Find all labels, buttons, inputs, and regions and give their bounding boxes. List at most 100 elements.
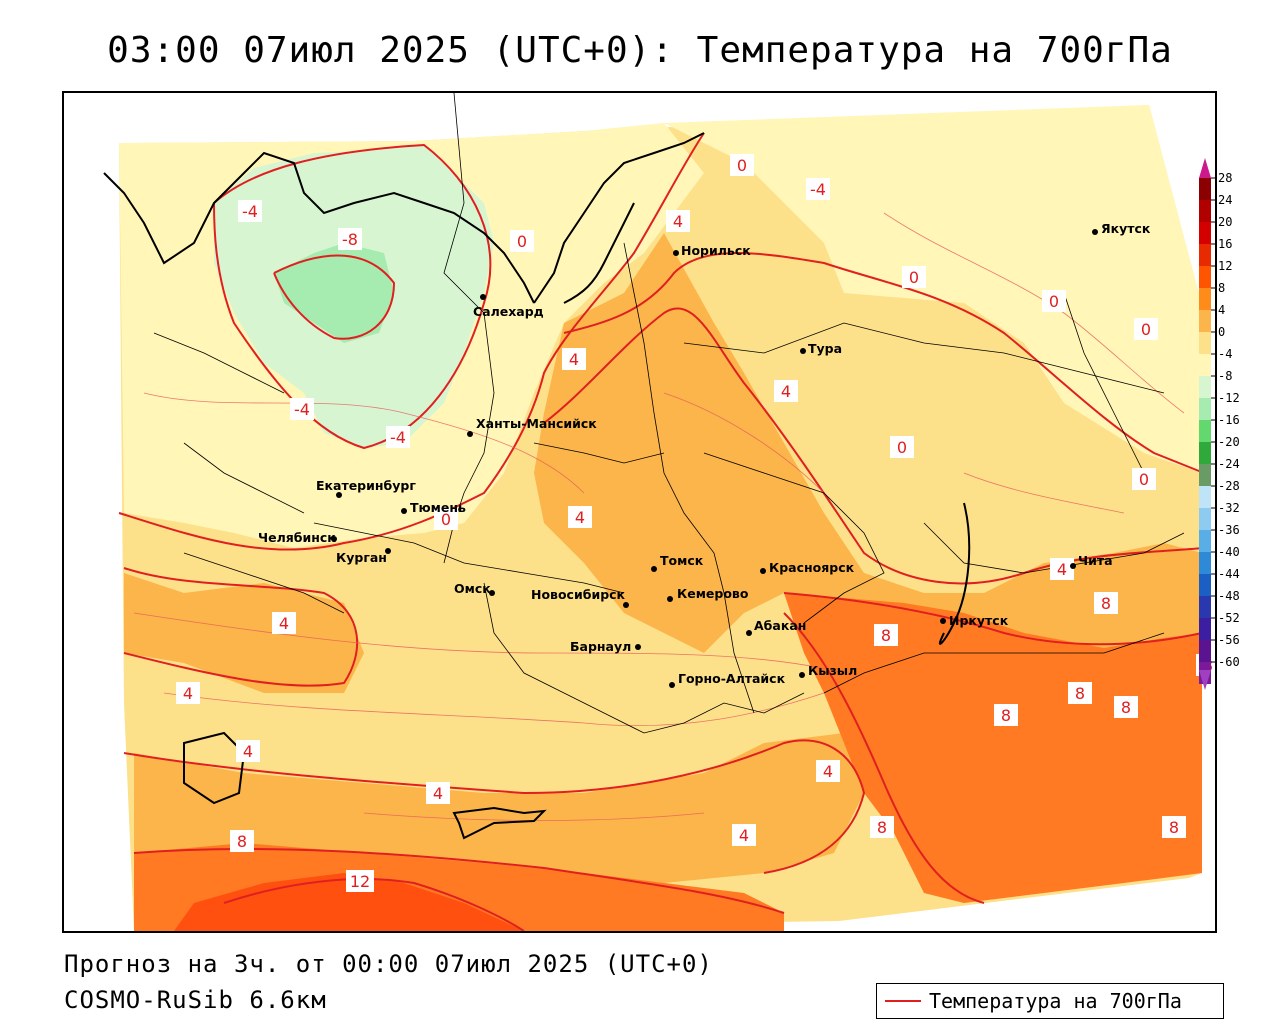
city-label: Екатеринбург: [316, 478, 416, 493]
city-label: Абакан: [754, 618, 806, 633]
colorbar-tick-label: -48: [1218, 589, 1240, 603]
contour-label: 8: [1094, 592, 1118, 614]
contour-label: 8: [230, 830, 254, 852]
contour-label: 8: [870, 816, 894, 838]
contour-label-text: 0: [517, 232, 527, 251]
city-label: Тюмень: [410, 500, 466, 515]
colorbar-tick-label: -32: [1218, 501, 1240, 515]
colorbar-swatch: [1199, 640, 1211, 662]
colorbar-swatch: [1199, 530, 1211, 552]
contour-label-text: 0: [897, 438, 907, 457]
colorbar-swatch: [1199, 310, 1211, 332]
contour-label: 0: [434, 508, 458, 530]
colorbar-tick-label: -52: [1218, 611, 1240, 625]
contour-label: 4: [176, 682, 200, 704]
contour-label-text: 8: [1121, 698, 1131, 717]
city-label: Ханты-Мансийск: [476, 416, 597, 431]
city-marker: Красноярск: [760, 560, 855, 575]
contour-label-text: 4: [1057, 560, 1067, 579]
colorbar-tick-label: -28: [1218, 479, 1240, 493]
map-area[interactable]: -4 -8 -4 -4 -4 0 0 0 0 0 0 0 0 4 4 4 4 4…: [62, 91, 1217, 933]
city-marker: Иркутск: [940, 613, 1009, 628]
contour-label: 0: [1042, 290, 1066, 312]
coastline: [103, 132, 971, 840]
colorbar-tick-label: -12: [1218, 391, 1240, 405]
contour-label: 4: [568, 506, 592, 528]
colorbar-swatch: [1199, 178, 1211, 200]
city-marker: Кемерово: [667, 586, 749, 602]
contour-label-text: 4: [781, 382, 791, 401]
city-marker: Чита: [1070, 553, 1113, 569]
city-marker: Ханты-Мансийск: [467, 416, 597, 437]
colorbar-tick-label: -24: [1218, 457, 1240, 471]
colorbar-swatch: [1199, 332, 1211, 354]
contour-label: -8: [338, 228, 362, 250]
contour-label-text: -8: [342, 230, 358, 249]
city-marker: Салехард: [473, 294, 544, 319]
city-label: Тура: [808, 341, 842, 356]
city-label: Томск: [660, 553, 704, 568]
colorbar-tick-label: 28: [1218, 171, 1232, 185]
contour-label: 0: [1132, 468, 1156, 490]
contour-label: 0: [510, 230, 534, 252]
contour-label-text: 8: [1169, 818, 1179, 837]
contour-label-text: -4: [294, 400, 310, 419]
contour-label-text: 4: [279, 614, 289, 633]
contour-label: 12: [346, 870, 374, 892]
colorbar-tick-label: -8: [1218, 369, 1232, 383]
city-label: Салехард: [473, 304, 544, 319]
colorbar-swatch: [1199, 354, 1211, 376]
city-marker: Абакан: [746, 618, 806, 636]
colorbar-swatch: [1199, 376, 1211, 398]
colorbar-swatch: [1199, 266, 1211, 288]
contour-label: 8: [994, 704, 1018, 726]
city-marker: Барнаул: [570, 639, 641, 654]
contour-label: 0: [730, 154, 754, 176]
colorbar-swatch: [1199, 464, 1211, 486]
contour-label-text: 4: [823, 762, 833, 781]
contour-label: 8: [1162, 816, 1186, 838]
contour-label-text: 12: [350, 872, 370, 891]
map-legend: Температура на 700гПа: [876, 983, 1224, 1019]
city-label: Омск: [454, 581, 491, 596]
colorbar: 28 24 20 16 12 8 4 0 -4 -8 -12 -16 -20 -24 -28 -32 -36 -4…: [1199, 158, 1279, 690]
city-marker: Тура: [800, 341, 842, 356]
contour-label: 0: [890, 436, 914, 458]
colorbar-tick-label: 12: [1218, 259, 1232, 273]
city-label: Норильск: [681, 243, 751, 258]
contour-label-text: 0: [441, 510, 451, 529]
contour-label: 8: [1114, 696, 1138, 718]
legend-label: Температура на 700гПа: [929, 989, 1182, 1013]
city-label: Горно-Алтайск: [678, 671, 786, 686]
city-marker: Норильск: [673, 243, 751, 258]
contour-label-text: 8: [1001, 706, 1011, 725]
contour-label-text: 0: [1049, 292, 1059, 311]
contour-label-text: 0: [1139, 470, 1149, 489]
contour-label-text: 8: [1101, 594, 1111, 613]
colorbar-tick-label: -60: [1218, 655, 1240, 669]
colorbar-tick-label: 24: [1218, 193, 1232, 207]
colorbar-tick-label: -44: [1218, 567, 1240, 581]
contour-label-text: 0: [909, 268, 919, 287]
contour-label-text: 8: [237, 832, 247, 851]
colorbar-swatch: [1199, 200, 1211, 222]
contour-label-text: -4: [810, 180, 826, 199]
contour-label: 4: [426, 782, 450, 804]
colorbar-tick-label: 4: [1218, 303, 1225, 317]
colorbar-bottom-arrow: [1199, 670, 1211, 690]
colorbar-tick-label: 0: [1218, 325, 1225, 339]
city-label: Кемерово: [677, 586, 749, 601]
contour-label: 8: [874, 624, 898, 646]
colorbar-swatch: [1199, 442, 1211, 464]
city-marker: Тюмень: [401, 500, 466, 515]
contour-label-text: -4: [242, 202, 258, 221]
colorbar-swatch: [1199, 222, 1211, 244]
contour-label-text: 8: [877, 818, 887, 837]
contour-label: 4: [666, 210, 690, 232]
city-label: Красноярск: [769, 560, 855, 575]
city-label: Якутск: [1101, 221, 1151, 236]
contour-label: 8: [1068, 682, 1092, 704]
colorbar-swatch: [1199, 574, 1211, 596]
contour-label-text: 0: [737, 156, 747, 175]
colorbar-tick-label: 8: [1218, 281, 1225, 295]
